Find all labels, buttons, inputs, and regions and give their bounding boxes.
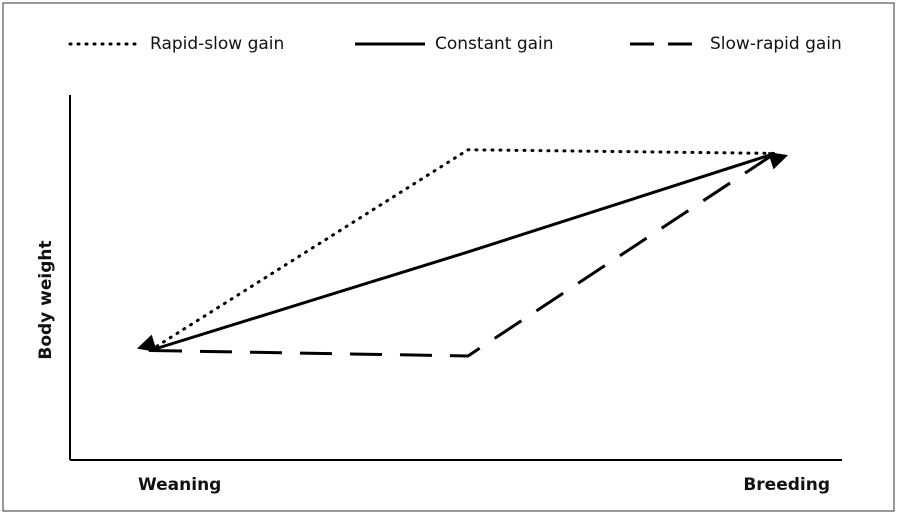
series-line <box>136 151 789 352</box>
x-tick-label: Breeding <box>743 475 830 495</box>
series-line <box>149 152 776 358</box>
legend-label: Slow-rapid gain <box>710 34 842 54</box>
legend-label: Rapid-slow gain <box>150 34 284 54</box>
x-tick-label: Weaning <box>138 475 221 495</box>
series-line <box>148 148 777 352</box>
legend-label: Constant gain <box>435 34 554 54</box>
legend: Rapid-slow gain Constant gain Slow-rapid g… <box>68 34 842 54</box>
y-axis-label: Body weight <box>36 240 56 359</box>
plot <box>136 148 789 358</box>
